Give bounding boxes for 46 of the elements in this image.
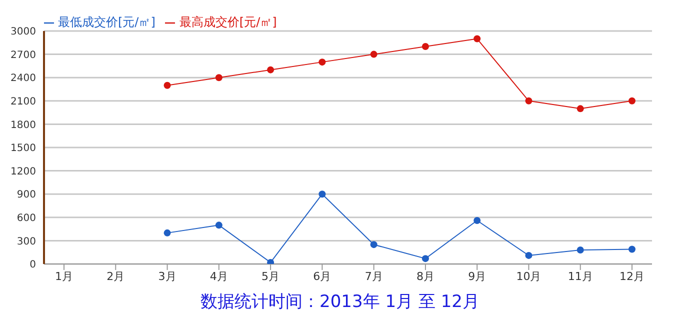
point: [474, 35, 481, 42]
y-tick-label: 600: [16, 212, 36, 224]
x-tick-label: 7月: [364, 270, 383, 283]
point: [422, 43, 429, 50]
point: [164, 229, 171, 236]
x-tick-label: 3月: [158, 270, 176, 283]
point: [576, 246, 584, 254]
point: [474, 217, 481, 224]
point: [628, 97, 636, 104]
point: [318, 58, 326, 66]
y-tick-label: 2100: [10, 96, 36, 108]
point: [267, 66, 274, 74]
x-axis-title: 数据统计时间：2013年 1月 至 12月: [200, 291, 480, 313]
x-tick-label: 8月: [416, 270, 434, 283]
text: 最低成交价[元/㎡]: [58, 15, 156, 29]
y-tick-label: 900: [16, 190, 36, 201]
y-tick-label: 1800: [10, 120, 36, 131]
y-tick-label: 1500: [10, 143, 36, 154]
point: [628, 246, 636, 253]
x-tick-label: 6月: [313, 270, 332, 283]
x-tick-label: 1月: [55, 270, 73, 283]
legend-label: 最高成交价[元/㎡]: [179, 15, 277, 29]
y-tick-label: 1200: [10, 166, 36, 178]
point: [267, 258, 274, 264]
x-tick-label: 2月: [106, 270, 125, 283]
point: [215, 222, 222, 229]
point: [576, 105, 584, 112]
y-tick-label: 2700: [10, 50, 36, 61]
x-tick-label: 11月: [568, 270, 593, 283]
point: [525, 252, 532, 259]
y-tick-label: 300: [16, 236, 36, 248]
point: [318, 190, 326, 198]
x-tick-label: 4月: [210, 270, 228, 283]
point: [370, 241, 378, 248]
x-tick-label: 12月: [620, 270, 644, 283]
x-tick-label: 9月: [468, 270, 486, 283]
x-tick-label: 10月: [516, 270, 542, 283]
point: [525, 97, 532, 104]
point: [370, 50, 378, 58]
point: [164, 82, 171, 89]
y-tick-label: 0: [30, 260, 36, 271]
y-tick-label: 3000: [10, 26, 36, 38]
x-tick-label: 5月: [262, 270, 280, 283]
y-tick-label: 2400: [10, 73, 36, 84]
point: [422, 255, 429, 262]
point: [215, 74, 222, 82]
